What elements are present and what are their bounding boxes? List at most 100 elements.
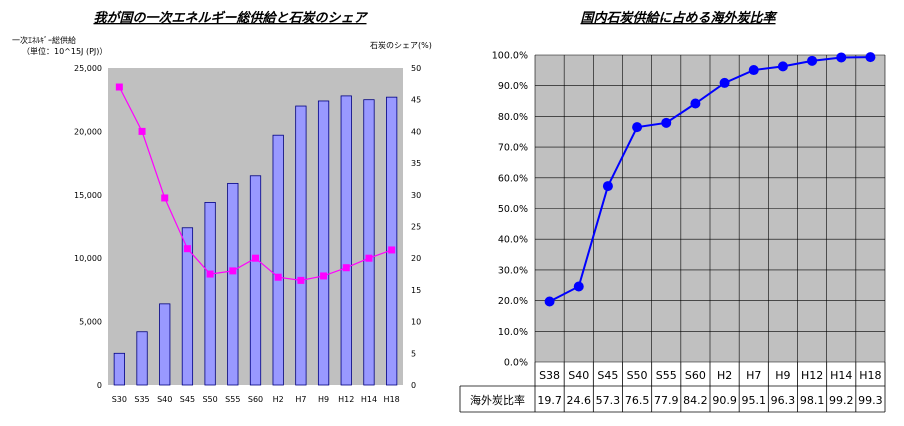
right-chart: 国内石炭供給に占める海外炭比率 0.0% 10.0% 20.0% 30.0% 40.0%… (459, 10, 886, 413)
table-value-cell: 24.6 (567, 394, 592, 407)
left-y2-tick-label: 20 (411, 254, 421, 263)
left-y2-tick-label: 0 (411, 381, 416, 390)
ratio-point (573, 281, 584, 292)
supply-bar (363, 99, 375, 386)
supply-bar (227, 182, 239, 386)
right-y-tick-label: 60.0% (498, 173, 528, 184)
right-x-tick-label: S45 (597, 369, 618, 382)
right-x-tick-label: H18 (859, 369, 881, 382)
right-x-tick-label: H9 (775, 369, 790, 382)
table-row-label: 海外炭比率 (470, 393, 525, 407)
table-value-cell: 76.5 (625, 394, 650, 407)
right-x-tick-label: S60 (685, 369, 706, 382)
share-point (206, 270, 214, 278)
supply-bar (272, 134, 284, 386)
right-ratio-line (544, 52, 876, 307)
right-x-tick-label: S40 (568, 369, 589, 382)
left-y-axis-unit: （単位：10^15J (PJ)） (22, 46, 107, 56)
ratio-point (661, 117, 672, 128)
share-point (388, 246, 396, 254)
table-value-cell: 96.3 (771, 394, 796, 407)
left-y-ticks: 0 5,000 10,000 15,000 20,000 25,000 (74, 64, 102, 390)
left-y2-tick-label: 15 (411, 286, 421, 295)
right-x-tick-label: S38 (539, 369, 560, 382)
table-value-cell: 19.7 (537, 394, 562, 407)
share-point (274, 273, 282, 281)
right-y-tick-label: 80.0% (498, 112, 528, 123)
left-y2-tick-label: 10 (411, 318, 421, 327)
left-y2-tick-label: 50 (411, 64, 421, 73)
table-value-cell: 99.2 (829, 394, 854, 407)
ratio-point (632, 122, 643, 133)
supply-bar (249, 175, 262, 386)
right-chart-title: 国内石炭供給に占める海外炭比率 (580, 10, 778, 26)
right-y-tick-label: 70.0% (498, 143, 528, 154)
left-y2-ticks: 0 5 10 15 20 25 30 35 40 45 50 (411, 64, 421, 390)
left-x-tick-label: S60 (248, 395, 263, 404)
supply-bar (317, 100, 330, 386)
left-x-tick-label: S35 (134, 395, 149, 404)
supply-bar (204, 202, 216, 386)
left-x-tick-label: S40 (157, 395, 172, 404)
left-y2-tick-label: 5 (411, 349, 416, 358)
ratio-point (777, 61, 788, 72)
left-y-tick-label: 15,000 (74, 191, 102, 200)
right-y-ticks: 0.0% 10.0% 20.0% 30.0% 40.0% 50.0% 60.0% 70.0% 8… (492, 51, 528, 369)
supply-bar (295, 105, 307, 386)
table-value-cell: 77.9 (654, 394, 679, 407)
right-y-tick-label: 10.0% (498, 327, 528, 338)
supply-bar (340, 95, 352, 386)
left-y2-tick-label: 30 (411, 191, 421, 200)
right-x-tick-label: H12 (801, 369, 823, 382)
ratio-point (719, 77, 730, 88)
right-x-tick-label: H7 (746, 369, 761, 382)
supply-bar (181, 227, 194, 386)
left-x-tick-label: S45 (180, 395, 195, 404)
supply-bar (386, 96, 398, 386)
share-point (161, 194, 169, 202)
left-y-tick-label: 25,000 (74, 64, 102, 73)
table-value-cell: 95.1 (742, 394, 767, 407)
right-x-tick-label: S55 (656, 369, 677, 382)
share-point (115, 83, 123, 91)
left-x-tick-label: H18 (384, 395, 400, 404)
left-y-tick-label: 10,000 (74, 254, 102, 263)
left-x-tick-label: S55 (225, 395, 240, 404)
left-y2-tick-label: 40 (411, 127, 421, 136)
table-value-cell: 98.1 (800, 394, 825, 407)
ratio-point (602, 181, 613, 192)
left-chart-title: 我が国の一次エネルギー総供給と石炭のシェア (93, 10, 368, 26)
right-y-tick-label: 90.0% (498, 81, 528, 92)
ratio-point (836, 52, 847, 63)
share-point (138, 127, 146, 135)
left-y2-tick-label: 25 (411, 223, 421, 232)
right-x-tick-label: S50 (627, 369, 648, 382)
right-y-tick-label: 30.0% (498, 265, 528, 276)
left-y2-axis-label: 石炭のシェア(%) (370, 41, 432, 50)
left-x-ticks: S30 S35 S40 S45 S50 S55 S60 H2 H7 H9 H12 H14 H18 (112, 395, 400, 404)
share-point (229, 267, 237, 275)
right-data-table: S38 S40 S45 S50 S55 S60 H2 H7 H9 H12 H14 H18 海外炭比率 19… (459, 362, 886, 413)
left-x-tick-label: H12 (338, 395, 354, 404)
supply-bar (113, 352, 125, 386)
right-x-tick-label: H14 (830, 369, 852, 382)
left-y-tick-label: 5,000 (79, 318, 102, 327)
share-point (342, 264, 350, 272)
right-y-tick-label: 50.0% (498, 204, 528, 215)
left-share-line (115, 83, 396, 284)
left-y-axis-label: 一次ｴﾈﾙｷﾞｰ総供給 (12, 35, 76, 45)
ratio-point (807, 55, 818, 66)
left-bars (113, 95, 398, 386)
left-x-tick-label: H9 (318, 395, 329, 404)
ratio-point (690, 98, 701, 109)
share-point (297, 276, 305, 284)
ratio-point (865, 52, 876, 63)
share-point (365, 254, 373, 262)
right-y-tick-label: 40.0% (498, 235, 528, 246)
left-x-tick-label: S50 (202, 395, 217, 404)
right-y-tick-label: 100.0% (492, 51, 528, 62)
left-y-tick-label: 0 (97, 381, 102, 390)
left-x-tick-label: H2 (273, 395, 284, 404)
right-y-tick-label: 0.0% (504, 358, 528, 369)
